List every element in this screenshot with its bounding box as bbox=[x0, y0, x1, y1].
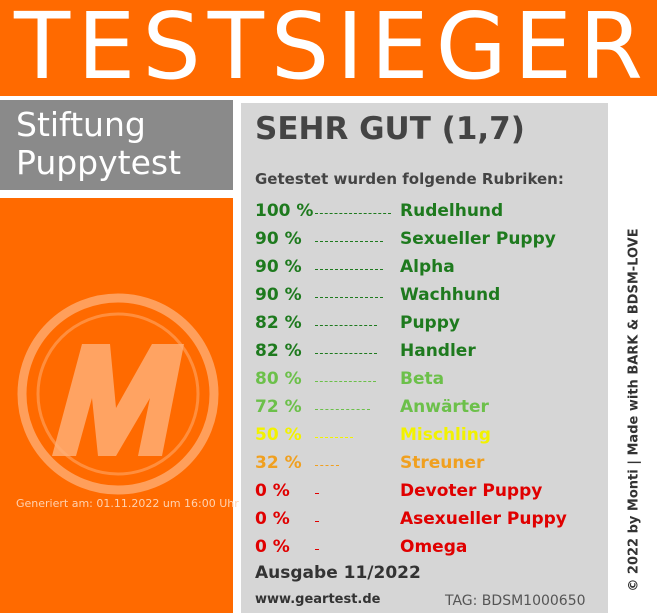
rubric-row: 72 % Anwärter bbox=[255, 393, 605, 421]
rubric-dotted-bar bbox=[315, 297, 383, 298]
rubric-percent: 90 % bbox=[255, 285, 302, 305]
rubric-dotted-bar bbox=[315, 325, 377, 326]
rubric-percent: 50 % bbox=[255, 425, 302, 445]
rubric-row: 50 % Mischling bbox=[255, 421, 605, 449]
rubric-percent: 32 % bbox=[255, 453, 302, 473]
rubric-row: 90 % Alpha bbox=[255, 253, 605, 281]
rubric-category: Handler bbox=[400, 341, 476, 361]
rubric-percent: 100 % bbox=[255, 201, 314, 221]
rubric-row: 90 % Wachhund bbox=[255, 281, 605, 309]
rubric-dotted-bar bbox=[315, 213, 391, 214]
rubric-row: 82 % Puppy bbox=[255, 309, 605, 337]
rubric-category: Sexueller Puppy bbox=[400, 229, 556, 249]
rubric-dotted-bar bbox=[315, 521, 319, 522]
results-panel: SEHR GUT (1,7) Getestet wurden folgende … bbox=[241, 103, 608, 613]
rubric-dotted-bar bbox=[315, 269, 383, 270]
rubric-category: Asexueller Puppy bbox=[400, 509, 567, 529]
rubric-percent: 82 % bbox=[255, 313, 302, 333]
rubric-percent: 0 % bbox=[255, 481, 290, 501]
rubric-category: Wachhund bbox=[400, 285, 501, 305]
rubric-row: 100 % Rudelhund bbox=[255, 197, 605, 225]
rubric-row: 32 % Streuner bbox=[255, 449, 605, 477]
org-box: Stiftung Puppytest bbox=[0, 100, 233, 190]
copyright-text: © 2022 by Monti | Made with BARK & BDSM-… bbox=[626, 228, 642, 592]
rubric-row: 0 % Devoter Puppy bbox=[255, 477, 605, 505]
rubric-dotted-bar bbox=[315, 549, 319, 550]
tag-code: TAG: BDSM1000650 bbox=[445, 593, 586, 609]
rubric-category: Streuner bbox=[400, 453, 485, 473]
rubric-list: 100 % Rudelhund 90 % Sexueller Puppy 90 % Alp… bbox=[255, 197, 605, 561]
issue-label: Ausgabe 11/2022 bbox=[255, 563, 421, 583]
rubric-row: 82 % Handler bbox=[255, 337, 605, 365]
rubric-category: Beta bbox=[400, 369, 445, 389]
rubric-dotted-bar bbox=[315, 241, 383, 242]
rubric-category: Rudelhund bbox=[400, 201, 504, 221]
m-logo-icon bbox=[12, 288, 224, 500]
rubric-category: Mischling bbox=[400, 425, 491, 445]
rubric-dotted-bar bbox=[315, 465, 339, 466]
rubric-category: Devoter Puppy bbox=[400, 481, 543, 501]
rubric-dotted-bar bbox=[315, 409, 370, 410]
rubric-percent: 0 % bbox=[255, 509, 290, 529]
rubric-percent: 80 % bbox=[255, 369, 302, 389]
rubric-dotted-bar bbox=[315, 493, 319, 494]
banner-title: TESTSIEGER bbox=[14, 0, 650, 100]
rating-title: SEHR GUT (1,7) bbox=[255, 111, 525, 147]
rubric-row: 90 % Sexueller Puppy bbox=[255, 225, 605, 253]
rubric-category: Alpha bbox=[400, 257, 455, 277]
rubric-percent: 0 % bbox=[255, 537, 290, 557]
tested-heading: Getestet wurden folgende Rubriken: bbox=[255, 170, 564, 188]
rubric-percent: 90 % bbox=[255, 229, 302, 249]
rubric-row: 0 % Omega bbox=[255, 533, 605, 561]
rubric-percent: 72 % bbox=[255, 397, 302, 417]
title-banner: TESTSIEGER bbox=[0, 0, 657, 100]
rubric-category: Puppy bbox=[400, 313, 460, 333]
rubric-percent: 82 % bbox=[255, 341, 302, 361]
rubric-dotted-bar bbox=[315, 353, 377, 354]
website-link[interactable]: www.geartest.de bbox=[255, 592, 381, 607]
rubric-row: 80 % Beta bbox=[255, 365, 605, 393]
rubric-dotted-bar bbox=[315, 381, 376, 382]
rubric-category: Omega bbox=[400, 537, 468, 557]
org-name-line1: Stiftung bbox=[16, 105, 146, 144]
org-name-line2: Puppytest bbox=[16, 143, 182, 182]
generated-timestamp: Generiert am: 01.11.2022 um 16:00 Uhr bbox=[16, 497, 239, 510]
rubric-row: 0 % Asexueller Puppy bbox=[255, 505, 605, 533]
rubric-dotted-bar bbox=[315, 437, 353, 438]
rubric-percent: 90 % bbox=[255, 257, 302, 277]
rubric-category: Anwärter bbox=[400, 397, 489, 417]
